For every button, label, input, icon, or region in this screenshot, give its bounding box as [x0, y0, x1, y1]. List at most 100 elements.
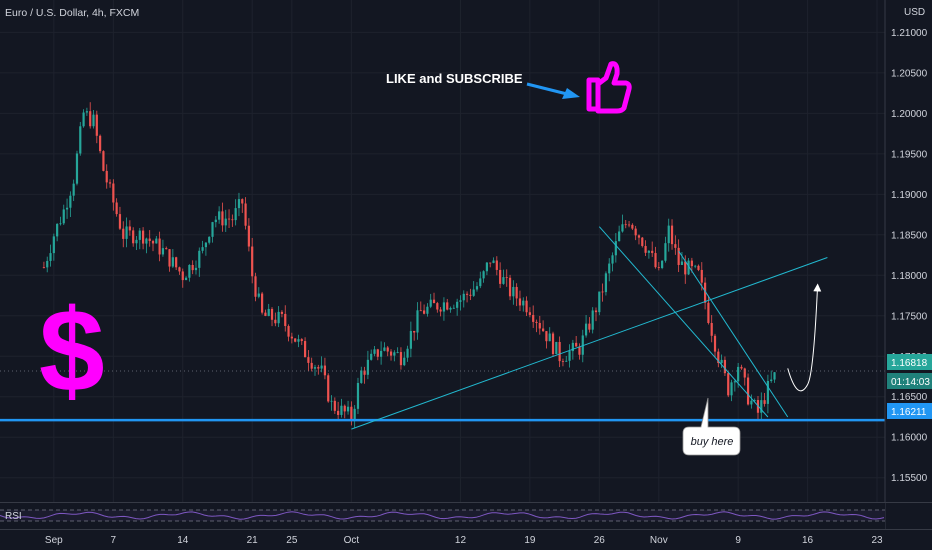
candle-body — [65, 207, 69, 210]
candle-body — [337, 410, 340, 415]
candle-body — [297, 339, 300, 342]
candle-body — [720, 359, 723, 364]
candle-body — [548, 333, 551, 342]
candle-body — [287, 326, 290, 337]
candle-body — [406, 348, 409, 358]
candle-body — [52, 236, 55, 254]
candle-body — [568, 351, 571, 361]
candle-body — [264, 312, 267, 316]
candle-body — [700, 269, 703, 283]
candle-body — [102, 151, 105, 171]
candle-body — [138, 230, 141, 240]
candle-body — [469, 294, 472, 296]
candle-body — [280, 311, 284, 314]
candle-body — [584, 323, 588, 336]
candle-body — [657, 267, 660, 268]
candle-body — [267, 308, 270, 316]
candle-body — [522, 300, 525, 306]
candle-body — [594, 310, 598, 313]
svg-text:1.16818: 1.16818 — [891, 358, 928, 369]
candle-body — [75, 153, 79, 184]
candle-body — [763, 400, 766, 404]
candle-body — [224, 218, 227, 226]
candle-body — [604, 273, 608, 293]
candle-body — [62, 209, 65, 224]
candle-body — [46, 260, 49, 268]
candle-body — [191, 264, 194, 271]
candle-body — [760, 400, 763, 413]
candle-body — [56, 223, 59, 237]
candle-body — [161, 248, 165, 255]
candle-body — [350, 406, 353, 420]
time-tick-label: Sep — [45, 535, 63, 546]
candle-body — [141, 230, 145, 244]
time-tick-label: 9 — [735, 535, 741, 546]
candle-body — [393, 352, 396, 356]
buy-here-text: buy here — [691, 436, 734, 448]
currency-label: USD — [904, 7, 925, 18]
candle-body — [208, 236, 211, 243]
trendline — [678, 250, 789, 418]
candle-body — [558, 341, 561, 362]
candle-body — [231, 219, 234, 221]
candle-body — [680, 261, 684, 265]
candle-body — [168, 249, 171, 267]
rsi-pane[interactable] — [0, 503, 885, 529]
candle-body — [535, 321, 538, 323]
price-tick-label: 1.17500 — [891, 311, 928, 322]
candle-body — [214, 219, 217, 223]
price-tick-label: 1.20000 — [891, 109, 928, 120]
candle-body — [512, 286, 515, 297]
candle-body — [647, 250, 650, 253]
candle-body — [766, 380, 770, 404]
candle-body — [422, 310, 426, 314]
dollar-sign-icon: $ — [39, 285, 105, 417]
trendline — [598, 226, 769, 418]
candle-body — [251, 246, 254, 277]
candle-body — [528, 312, 531, 315]
candle-body — [641, 237, 644, 246]
candle-body — [485, 262, 489, 272]
candle-body — [452, 307, 455, 309]
candle-body — [627, 224, 631, 226]
candle-body — [366, 359, 369, 375]
candle-body — [148, 238, 151, 241]
price-axis-background — [885, 0, 932, 550]
candle-body — [608, 263, 611, 274]
candle-body — [532, 314, 535, 322]
candle-body — [380, 350, 383, 357]
candle-body — [158, 238, 161, 255]
candle-body — [479, 278, 482, 287]
candle-body — [122, 228, 125, 239]
time-tick-label: Nov — [650, 535, 668, 546]
candle-body — [82, 112, 85, 127]
candle-body — [340, 405, 343, 415]
candle-body — [237, 199, 241, 209]
candle-body — [184, 277, 188, 281]
candle-body — [446, 302, 449, 310]
candle-body — [429, 299, 432, 307]
candle-body — [740, 366, 743, 369]
candle-body — [515, 286, 518, 299]
candle-body — [59, 223, 62, 225]
candle-body — [261, 293, 264, 313]
candle-body — [575, 342, 578, 347]
candle-body — [300, 339, 303, 342]
candle-body — [770, 379, 773, 381]
candle-body — [218, 211, 221, 220]
candle-body — [227, 218, 231, 220]
candle-body — [333, 400, 336, 411]
time-axis[interactable]: Sep 7 14 21 25 Oct 12 19 26 Nov 9 16 23 — [45, 535, 883, 546]
candle-body — [631, 224, 634, 229]
candle-body — [432, 299, 436, 304]
time-tick-label: 26 — [594, 535, 606, 546]
candle-body — [677, 247, 680, 265]
candle-body — [542, 328, 545, 332]
price-tick-label: 1.16500 — [891, 392, 928, 403]
candle-body — [518, 298, 522, 306]
drawing-layer — [0, 226, 885, 430]
candle-body — [376, 349, 379, 357]
symbol-title[interactable]: Euro / U.S. Dollar, 4h, FXCM — [5, 7, 139, 19]
candle-body — [128, 226, 131, 231]
